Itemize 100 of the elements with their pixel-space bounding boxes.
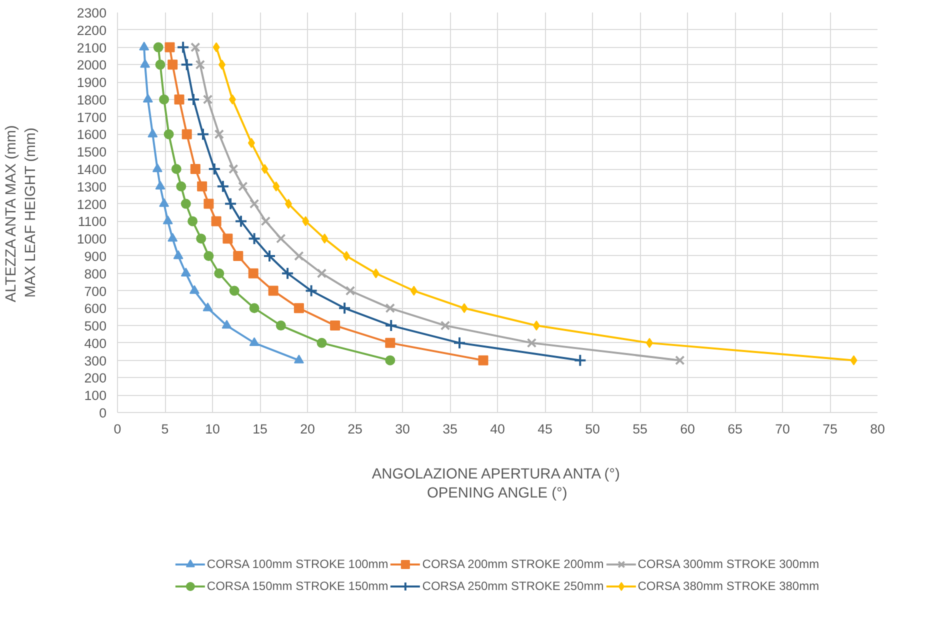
y-tick-label: 300 [84, 353, 107, 368]
point [189, 285, 200, 294]
x-axis-title: ANGOLAZIONE APERTURA ANTA (°) OPENING ANGLE (°) [372, 466, 620, 502]
point [385, 338, 396, 348]
y-tick-label: 1900 [76, 75, 107, 90]
x-tick-label: 35 [442, 422, 458, 436]
point [214, 129, 224, 140]
point [173, 250, 184, 260]
point [249, 303, 260, 314]
point [171, 164, 182, 174]
point [385, 303, 396, 314]
point [216, 180, 230, 193]
point [234, 214, 248, 228]
point [249, 337, 260, 346]
point [212, 42, 220, 52]
x-tick-label: 10 [205, 422, 220, 436]
x-tick-label: 30 [395, 422, 410, 436]
x-tick-label: 75 [822, 422, 838, 436]
point [276, 234, 286, 244]
point [526, 338, 537, 348]
x-tick-label: 40 [490, 422, 505, 436]
point [222, 234, 233, 244]
point [532, 320, 540, 331]
point [261, 164, 268, 174]
point [316, 338, 327, 348]
point [410, 286, 418, 296]
y-tick-label: 2000 [76, 58, 107, 73]
point [294, 354, 304, 364]
y-tick-label: 1100 [78, 214, 107, 230]
point [345, 286, 356, 296]
point [190, 164, 200, 174]
legend-label: CORSA 100mm STROKE 100mm [206, 556, 388, 570]
x-tick-label: 5 [161, 422, 169, 436]
point [222, 320, 232, 329]
x-tick-label: 70 [775, 422, 790, 436]
x-tick-label: 15 [252, 422, 268, 436]
point [180, 268, 191, 276]
point [142, 94, 153, 103]
point [204, 250, 214, 261]
point [238, 182, 248, 192]
point [174, 94, 184, 104]
point [294, 251, 304, 261]
point [182, 129, 192, 140]
point [164, 129, 174, 140]
point [228, 164, 238, 174]
x-tick-label: 55 [632, 422, 648, 436]
point [675, 355, 685, 366]
point [338, 302, 352, 315]
point [197, 181, 208, 192]
point [248, 232, 261, 246]
y-tick-label: 1300 [76, 179, 107, 194]
point [228, 94, 236, 104]
point [196, 234, 206, 244]
point [260, 216, 271, 226]
y-tick-label: 2200 [76, 22, 107, 38]
point [342, 250, 350, 261]
point [214, 268, 224, 278]
point [140, 58, 150, 68]
y-axis-title: ALTEZZA ANTA MAX (mm) MAX LEAF HEIGHT (mm) [4, 125, 39, 302]
point [180, 198, 191, 209]
point [272, 181, 280, 192]
point [304, 284, 318, 298]
point [155, 60, 166, 70]
y-tick-label: 100 [84, 388, 107, 404]
point [224, 197, 238, 210]
x-tick-label: 65 [728, 422, 742, 436]
point [162, 216, 173, 224]
y-tick-label: 800 [84, 266, 107, 282]
point [263, 249, 276, 262]
y-tick-label: 600 [84, 301, 107, 316]
point [204, 198, 214, 209]
point [281, 266, 294, 280]
point [168, 232, 178, 242]
x-tick-label: 60 [680, 422, 695, 436]
point [453, 336, 466, 350]
x-tick-label: 80 [870, 422, 885, 436]
point [188, 216, 198, 226]
point [372, 268, 380, 278]
point [276, 320, 286, 331]
point [233, 250, 244, 261]
y-tick-label: 500 [84, 318, 107, 334]
point [850, 355, 858, 366]
point [152, 163, 162, 172]
point [229, 286, 240, 296]
y-tick-label: 1600 [76, 127, 107, 142]
point [460, 303, 468, 314]
point [159, 198, 170, 207]
point [249, 198, 260, 209]
x-tick-label: 50 [585, 422, 600, 436]
point [155, 180, 166, 190]
x-tick-label: 25 [348, 422, 362, 436]
point [478, 355, 488, 366]
point [196, 128, 210, 141]
point [153, 42, 164, 52]
point [164, 42, 175, 52]
point [440, 320, 450, 330]
y-tick-label: 1000 [76, 232, 107, 247]
point [180, 58, 194, 72]
point [248, 268, 258, 278]
point [148, 128, 158, 138]
